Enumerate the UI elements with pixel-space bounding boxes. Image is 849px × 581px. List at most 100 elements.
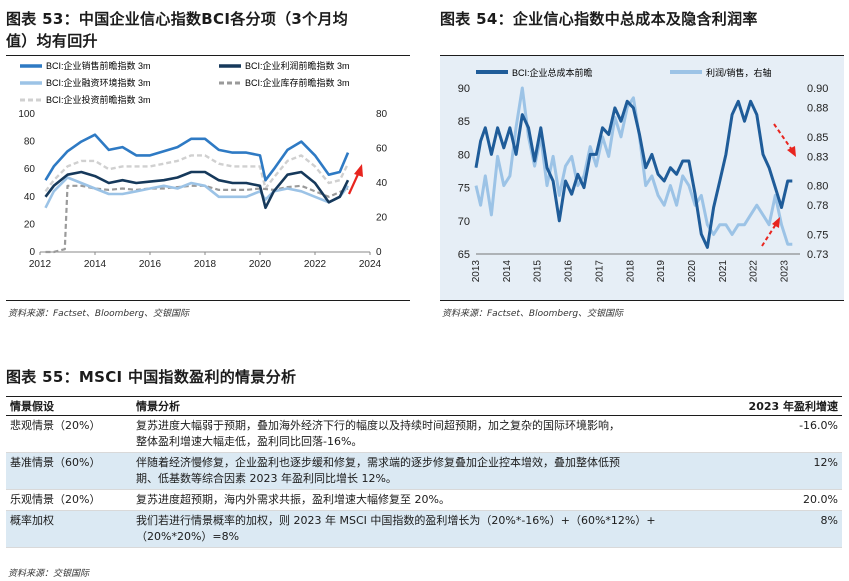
fig53-series-investment bbox=[44, 154, 350, 193]
fig54-x-tick-label: 2019 bbox=[656, 260, 667, 283]
scenario-growth: 8% bbox=[724, 510, 842, 548]
fig54-x-tick-label: 2021 bbox=[718, 260, 729, 283]
fig54-down-arrow-shaft bbox=[773, 123, 793, 151]
legend-label-financing: BCI:企业融资环境指数 3m bbox=[46, 77, 151, 88]
scenario-growth: -16.0% bbox=[724, 415, 842, 453]
fig54-y2-tick-label: 0.83 bbox=[807, 151, 828, 163]
fig53-rise-arrow-head bbox=[354, 164, 363, 177]
fig53-series-financing bbox=[44, 176, 350, 209]
fig53-bottom-rule bbox=[6, 300, 410, 301]
fig54-x-tick-label: 2015 bbox=[533, 260, 544, 283]
legend-label-sales: BCI:企业销售前瞻指数 3m bbox=[46, 60, 151, 71]
analysis-line: 期、低基数等综合因素 2023 年盈利同比增长 12%。 bbox=[136, 472, 397, 485]
scenario-analysis: 复苏进度大幅弱于预期，叠加海外经济下行的幅度以及持续时间超预期，加之复杂的国际环… bbox=[132, 415, 724, 453]
analysis-line: 复苏进度大幅弱于预期，叠加海外经济下行的幅度以及持续时间超预期，加之复杂的国际环… bbox=[136, 419, 620, 432]
fig54-x-tick-label: 2022 bbox=[749, 260, 760, 283]
fig54-x-tick-label: 2017 bbox=[594, 260, 605, 283]
fig53-source: 资料来源：Factset、Bloomberg、交银国际 bbox=[8, 309, 190, 319]
table-row: 悲观情景（20%） 复苏进度大幅弱于预期，叠加海外经济下行的幅度以及持续时间超预… bbox=[6, 415, 842, 453]
fig53-y2-tick-label: 80 bbox=[376, 109, 388, 120]
fig54-x-tick-label: 2013 bbox=[471, 260, 482, 283]
scenario-table: 情景假设 情景分析 2023 年盈利增速 悲观情景（20%） 复苏进度大幅弱于预… bbox=[6, 396, 842, 548]
fig54-chart: BCI:企业总成本前瞻 利润/销售，右轴 65 70 75 80 85 90 0.73 0.7… bbox=[440, 56, 844, 300]
fig53-x-tick-label: 2020 bbox=[249, 259, 272, 270]
fig53-y2-tick-label: 20 bbox=[376, 213, 388, 224]
fig54-x-tick-label: 2014 bbox=[502, 260, 513, 283]
analysis-line: 伴随着经济慢修复，企业盈利也逐步缓和修复，需求端的逐步修复叠加企业控本增效，叠加… bbox=[136, 456, 620, 469]
fig54-y2-tick-label: 0.88 bbox=[807, 103, 828, 115]
scenario-label: 概率加权 bbox=[6, 510, 132, 548]
analysis-line: （20%*20%）=8% bbox=[136, 530, 240, 543]
fig54-top-rule bbox=[440, 55, 844, 56]
analysis-line: 我们若进行情景概率的加权，则 2023 年 MSCI 中国指数的盈利增长为（20… bbox=[136, 514, 656, 527]
fig54-y2-tick-label: 0.80 bbox=[807, 181, 828, 193]
legend-label-profit: BCI:企业利润前瞻指数 3m bbox=[245, 60, 350, 71]
fig54-y-tick-label: 75 bbox=[458, 183, 470, 195]
legend-label-margin: 利润/销售，右轴 bbox=[706, 67, 772, 78]
fig54-x-tick-label: 2018 bbox=[625, 260, 636, 283]
header-analysis: 情景分析 bbox=[132, 396, 724, 416]
fig54-up-arrow-head bbox=[772, 217, 780, 228]
fig54-y-tick-label: 70 bbox=[458, 216, 470, 228]
fig55-source: 资料来源：交银国际 bbox=[8, 569, 90, 579]
fig53-series-inventory bbox=[45, 184, 349, 254]
scenario-label: 悲观情景（20%） bbox=[6, 415, 132, 453]
fig54-series-cost bbox=[474, 99, 793, 249]
fig54-y-tick-label: 80 bbox=[458, 149, 470, 161]
fig53-x-tick-label: 2014 bbox=[84, 259, 107, 270]
fig54-y2-tick-label: 0.85 bbox=[807, 132, 828, 144]
fig53-y2-tick-label: 40 bbox=[376, 178, 388, 189]
fig54-y-tick-label: 65 bbox=[458, 249, 470, 261]
fig53-x-tick-label: 2016 bbox=[139, 259, 162, 270]
fig53-top-rule bbox=[6, 55, 410, 56]
fig54-source: 资料来源：Factset、Bloomberg、交银国际 bbox=[442, 309, 624, 319]
scenario-analysis: 我们若进行情景概率的加权，则 2023 年 MSCI 中国指数的盈利增长为（20… bbox=[132, 510, 724, 548]
fig54-y2-tick-label: 0.75 bbox=[807, 229, 828, 241]
fig53-y-tick-label: 0 bbox=[29, 247, 35, 258]
fig53-title-line2: 值）均有回升 bbox=[6, 32, 98, 50]
fig53-chart: BCI:企业销售前瞻指数 3m BCI:企业利润前瞻指数 3m BCI:企业融资… bbox=[18, 60, 388, 270]
fig54-up-arrow-shaft bbox=[761, 223, 777, 247]
fig54-y2-tick-label: 0.73 bbox=[807, 249, 828, 261]
fig53-x-tick-label: 2024 bbox=[359, 259, 382, 270]
legend-label-cost: BCI:企业总成本前瞻 bbox=[512, 67, 593, 78]
fig53-y-tick-label: 40 bbox=[24, 192, 36, 203]
fig53-y2-tick-label: 0 bbox=[376, 247, 382, 258]
scenario-growth: 12% bbox=[724, 452, 842, 490]
fig54-title: 图表 54：企业信心指数中总成本及隐含利润率 bbox=[440, 10, 758, 28]
legend-label-inventory: BCI:企业库存前瞻指数 3m bbox=[245, 77, 350, 88]
fig53-y2-tick-label: 60 bbox=[376, 144, 388, 155]
scenario-label: 乐观情景（20%） bbox=[6, 489, 132, 511]
scenario-label: 基准情景（60%） bbox=[6, 452, 132, 490]
fig54-x-tick-label: 2016 bbox=[564, 260, 575, 283]
fig53-title: 图表 53：中国企业信心指数BCI各分项（3个月均 值）均有回升 bbox=[6, 8, 348, 52]
fig54-y-tick-label: 85 bbox=[458, 116, 470, 128]
fig54-x-tick-label: 2023 bbox=[780, 260, 791, 283]
table-row: 概率加权 我们若进行情景概率的加权，则 2023 年 MSCI 中国指数的盈利增… bbox=[6, 510, 842, 548]
scenario-table-header: 情景假设 情景分析 2023 年盈利增速 bbox=[6, 396, 842, 416]
fig54-y2-tick-label: 0.78 bbox=[807, 200, 828, 212]
fig54-down-arrow-head bbox=[787, 146, 796, 157]
fig53-y-tick-label: 60 bbox=[24, 164, 36, 175]
fig53-y-tick-label: 80 bbox=[24, 137, 36, 148]
table-row: 基准情景（60%） 伴随着经济慢修复，企业盈利也逐步缓和修复，需求端的逐步修复叠… bbox=[6, 452, 842, 490]
analysis-line: 复苏进度超预期，海内外需求共振，盈利增速大幅修复至 20%。 bbox=[136, 493, 450, 506]
fig53-x-tick-label: 2018 bbox=[194, 259, 217, 270]
fig53-legend: BCI:企业销售前瞻指数 3m BCI:企业利润前瞻指数 3m BCI:企业融资… bbox=[20, 60, 350, 105]
fig53-x-tick-label: 2012 bbox=[29, 259, 52, 270]
fig55-title: 图表 55：MSCI 中国指数盈利的情景分析 bbox=[6, 368, 297, 386]
fig53-y-tick-label: 20 bbox=[24, 219, 36, 230]
fig54-legend: BCI:企业总成本前瞻 利润/销售，右轴 bbox=[476, 67, 772, 78]
table-row: 乐观情景（20%） 复苏进度超预期，海内外需求共振，盈利增速大幅修复至 20%。… bbox=[6, 489, 842, 511]
scenario-growth: 20.0% bbox=[724, 489, 842, 511]
fig54-y2-tick-label: 0.90 bbox=[807, 83, 828, 95]
fig53-title-line1: 图表 53：中国企业信心指数BCI各分项（3个月均 bbox=[6, 10, 349, 28]
fig53-y-tick-label: 100 bbox=[18, 109, 35, 120]
fig54-y-tick-label: 90 bbox=[458, 83, 470, 95]
legend-label-investment: BCI:企业投资前瞻指数 3m bbox=[46, 94, 151, 105]
analysis-line: 整体盈利增速大幅走低，盈利同比回落-16%。 bbox=[136, 435, 363, 448]
scenario-analysis: 伴随着经济慢修复，企业盈利也逐步缓和修复，需求端的逐步修复叠加企业控本增效，叠加… bbox=[132, 452, 724, 490]
fig53-x-tick-label: 2022 bbox=[304, 259, 327, 270]
fig53-rise-arrow-shaft bbox=[347, 171, 361, 195]
header-growth: 2023 年盈利增速 bbox=[724, 396, 842, 416]
